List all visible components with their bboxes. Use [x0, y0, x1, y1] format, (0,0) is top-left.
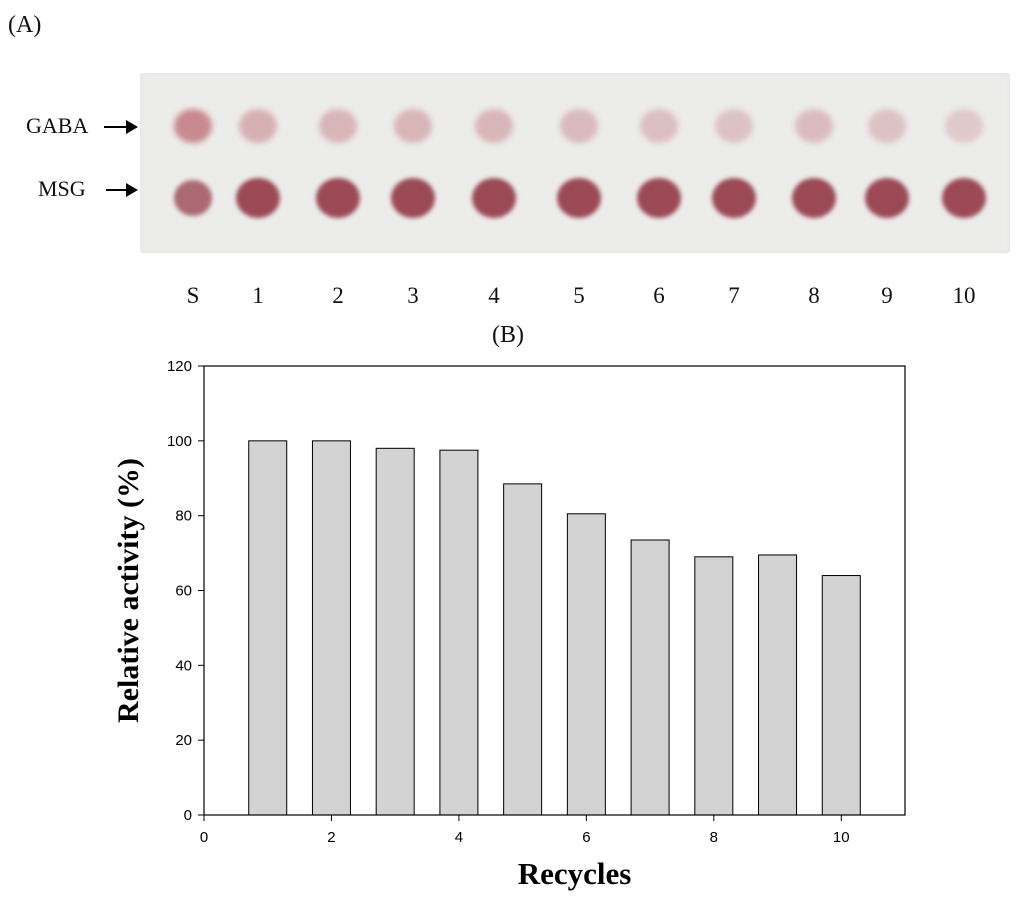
bar	[503, 483, 543, 816]
panel-b-label: (B)	[492, 322, 524, 348]
gaba-spot	[319, 109, 357, 143]
bar	[630, 539, 670, 816]
x-tick-label: 2	[327, 829, 335, 846]
tlc-plate	[140, 73, 1010, 253]
x-tick-label: 4	[455, 829, 463, 846]
msg-spot	[316, 178, 360, 218]
msg-spot	[557, 178, 601, 218]
gaba-spot	[174, 109, 212, 143]
x-axis-title: Recycles	[518, 856, 632, 891]
gaba-spot	[475, 109, 513, 143]
bar	[566, 513, 606, 816]
gaba-row-label: GABA	[26, 113, 89, 138]
gaba-spot	[945, 109, 983, 143]
lane-label: 3	[407, 283, 419, 308]
bar	[821, 575, 861, 816]
y-tick-label: 20	[175, 732, 192, 749]
bar	[758, 554, 798, 816]
bar	[694, 556, 734, 816]
msg-spot	[472, 178, 516, 218]
y-tick-label: 120	[167, 358, 192, 375]
lane-label: 6	[653, 283, 665, 308]
y-tick-label: 0	[184, 807, 192, 824]
gaba-spot	[394, 109, 432, 143]
lane-label: 2	[332, 283, 344, 308]
bar	[375, 447, 415, 816]
msg-spot	[712, 178, 756, 218]
lane-label: 9	[881, 283, 893, 308]
msg-spot	[792, 178, 836, 218]
msg-spot	[637, 178, 681, 218]
lane-label: S	[186, 283, 200, 308]
lane-label: 8	[808, 283, 820, 308]
x-tick-label: 0	[200, 829, 208, 846]
bar	[439, 449, 479, 816]
msg-row-label: MSG	[38, 176, 86, 201]
gaba-spot	[640, 109, 678, 143]
gaba-spot	[560, 109, 598, 143]
plot-frame	[203, 365, 906, 816]
x-tick-label: 10	[833, 829, 850, 846]
lane-label: 5	[573, 283, 585, 308]
gaba-spot	[715, 109, 753, 143]
msg-spot	[236, 178, 280, 218]
lane-label: 7	[728, 283, 740, 308]
gaba-spot	[239, 109, 277, 143]
y-tick-label: 100	[167, 433, 192, 450]
x-tick-label: 8	[710, 829, 718, 846]
lane-label: 4	[488, 283, 500, 308]
bar	[248, 440, 288, 816]
gaba-spot	[795, 109, 833, 143]
msg-spot	[391, 178, 435, 218]
lane-label: 10	[952, 283, 976, 308]
msg-spot	[865, 178, 909, 218]
panel-a-label: (A)	[8, 12, 42, 38]
y-axis-title: Relative activity (%)	[112, 458, 145, 723]
gaba-arrow-icon	[104, 120, 138, 134]
msg-spot	[942, 178, 986, 218]
x-tick-label: 6	[582, 829, 590, 846]
gaba-spot	[868, 109, 906, 143]
msg-arrow-icon	[106, 183, 138, 197]
y-tick-label: 60	[175, 583, 192, 600]
y-tick-label: 80	[175, 508, 192, 525]
msg-spot	[174, 180, 212, 216]
y-tick-label: 40	[175, 657, 192, 674]
lane-label: 1	[252, 283, 264, 308]
bar	[311, 440, 351, 816]
